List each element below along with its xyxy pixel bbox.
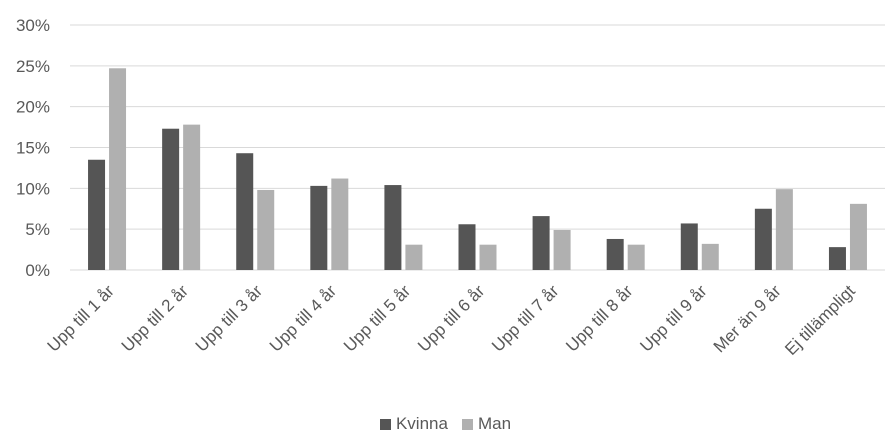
legend-swatch-man (461, 418, 473, 430)
bar-kvinna (458, 224, 476, 270)
bar-man (331, 178, 349, 270)
bar-kvinna (606, 238, 624, 270)
x-category-label: Upp till 6 år (414, 281, 488, 355)
bar-kvinna (828, 247, 846, 270)
gridlines (70, 24, 885, 271)
legend-swatch-kvinna (379, 418, 391, 430)
y-tick-label: 25% (16, 57, 50, 76)
bar-man (553, 229, 571, 270)
x-category-label: Upp till 2 år (118, 281, 192, 355)
y-tick-label: 20% (16, 98, 50, 117)
y-tick-label: 5% (25, 220, 50, 239)
legend: Kvinna Man (0, 414, 891, 434)
bar-kvinna (754, 208, 772, 270)
bar-kvinna (384, 185, 402, 270)
bars (88, 68, 867, 271)
bar-chart: 0% 5% 10% 15% 20% 25% 30% Upp till 1 år … (16, 16, 885, 359)
legend-item-man: Man (461, 414, 512, 434)
legend-label: Kvinna (395, 414, 448, 433)
bar-kvinna (532, 216, 550, 270)
bar-kvinna (88, 159, 106, 270)
y-tick-label: 10% (16, 179, 50, 198)
x-category-label: Ej tillämpligt (781, 281, 859, 359)
bar-kvinna (680, 223, 698, 270)
x-category-label: Upp till 5 år (340, 281, 414, 355)
bar-man (257, 189, 275, 270)
x-category-label: Mer än 9 år (710, 281, 785, 356)
x-category-label: Upp till 8 år (562, 281, 636, 355)
legend-label: Man (477, 414, 512, 433)
x-category-label: Upp till 9 år (636, 281, 710, 355)
y-tick-label: 15% (16, 139, 50, 158)
bar-kvinna (310, 185, 328, 270)
bar-man (775, 189, 793, 270)
y-axis-ticks: 0% 5% 10% 15% 20% 25% 30% (16, 16, 50, 280)
bar-man (627, 244, 645, 270)
bar-man (479, 244, 497, 270)
x-axis-categories: Upp till 1 år Upp till 2 år Upp till 3 å… (44, 281, 859, 359)
x-category-label: Upp till 7 år (488, 281, 562, 355)
bar-man (849, 203, 867, 270)
bar-man (701, 243, 719, 270)
x-category-label: Upp till 1 år (44, 281, 118, 355)
y-tick-label: 30% (16, 16, 50, 35)
bar-kvinna (162, 128, 180, 270)
y-tick-label: 0% (25, 261, 50, 280)
x-category-label: Upp till 4 år (266, 281, 340, 355)
x-category-label: Upp till 3 år (192, 281, 266, 355)
bar-kvinna (236, 153, 254, 270)
legend-item-kvinna: Kvinna (379, 414, 448, 434)
bar-man (109, 68, 127, 271)
bar-man (405, 244, 423, 270)
bar-man (183, 124, 201, 270)
